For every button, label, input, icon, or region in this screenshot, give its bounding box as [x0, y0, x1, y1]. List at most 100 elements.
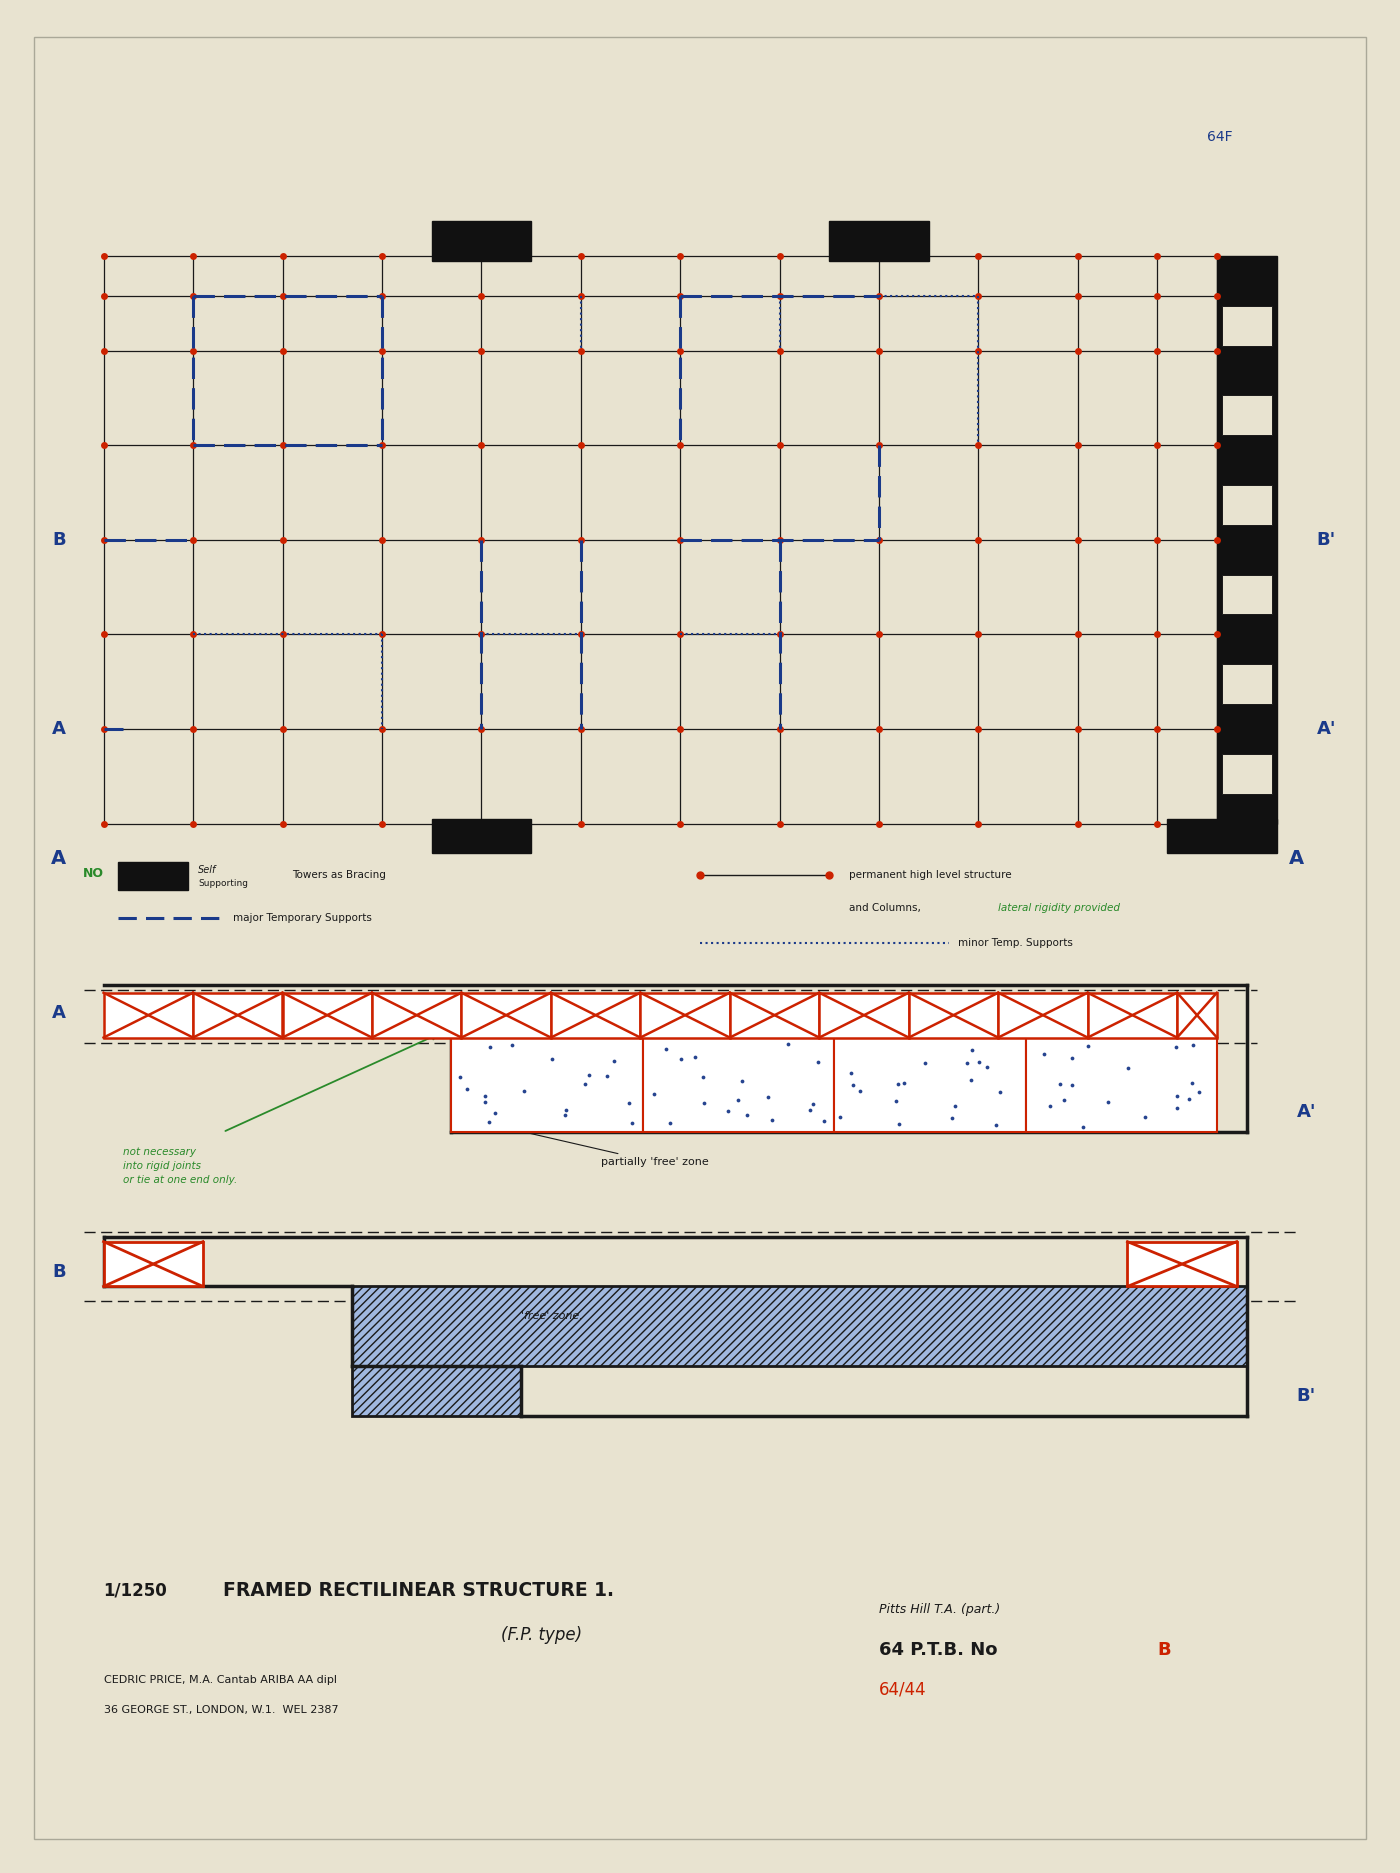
Text: A': A': [1296, 1103, 1316, 1122]
Text: A: A: [52, 1004, 66, 1021]
Text: A: A: [1289, 848, 1303, 867]
Text: A': A': [1316, 719, 1336, 738]
Point: [777, 1028, 799, 1058]
Point: [479, 1032, 501, 1062]
Bar: [834, 1038, 1026, 1131]
Bar: [829, 221, 928, 260]
Point: [727, 1084, 749, 1114]
Bar: [643, 1038, 834, 1131]
Point: [596, 1060, 619, 1090]
Point: [893, 1068, 916, 1098]
Point: [841, 1069, 864, 1099]
Point: [914, 1049, 937, 1079]
Point: [1182, 1068, 1204, 1098]
Point: [1061, 1043, 1084, 1073]
Bar: [431, 819, 531, 854]
Bar: [1222, 575, 1271, 614]
Bar: [550, 993, 640, 1038]
Point: [956, 1047, 979, 1077]
Text: minor Temp. Supports: minor Temp. Supports: [959, 938, 1074, 948]
Text: 64F: 64F: [1207, 129, 1232, 144]
Text: lateral rigidity provided: lateral rigidity provided: [998, 903, 1120, 914]
Point: [1096, 1086, 1119, 1116]
Point: [1165, 1032, 1187, 1062]
Text: not necessary
into rigid joints
or tie at one end only.: not necessary into rigid joints or tie a…: [123, 1146, 238, 1186]
Point: [944, 1092, 966, 1122]
Point: [578, 1060, 601, 1090]
Bar: [819, 993, 909, 1038]
Point: [449, 1062, 472, 1092]
Point: [1053, 1084, 1075, 1114]
Point: [960, 1064, 983, 1094]
Point: [683, 1041, 706, 1071]
Text: B': B': [1296, 1386, 1316, 1405]
Point: [617, 1088, 640, 1118]
Point: [888, 1109, 910, 1139]
Point: [1134, 1101, 1156, 1131]
Bar: [729, 993, 819, 1038]
Bar: [372, 993, 462, 1038]
Text: NO: NO: [83, 867, 104, 880]
Text: Supporting: Supporting: [197, 878, 248, 888]
Point: [760, 1105, 783, 1135]
Point: [540, 1043, 563, 1073]
Point: [622, 1109, 644, 1139]
Text: partially 'free' zone: partially 'free' zone: [484, 1122, 708, 1167]
Point: [967, 1047, 990, 1077]
Bar: [1222, 665, 1271, 704]
Bar: [119, 862, 188, 890]
Text: 36 GEORGE ST., LONDON, W.1.  WEL 2387: 36 GEORGE ST., LONDON, W.1. WEL 2387: [104, 1704, 339, 1714]
Point: [731, 1066, 753, 1096]
Text: Pitts Hill T.A. (part.): Pitts Hill T.A. (part.): [879, 1603, 1000, 1616]
Bar: [1222, 395, 1271, 435]
Point: [1166, 1081, 1189, 1111]
Point: [799, 1096, 822, 1126]
Bar: [1222, 305, 1271, 347]
Point: [1189, 1077, 1211, 1107]
Point: [1177, 1084, 1200, 1114]
Point: [812, 1105, 834, 1135]
Point: [984, 1111, 1007, 1141]
Point: [1077, 1030, 1099, 1060]
Point: [514, 1075, 536, 1105]
Bar: [462, 993, 550, 1038]
Bar: [1088, 993, 1177, 1038]
Bar: [1222, 485, 1271, 524]
Text: (F.P. type): (F.P. type): [501, 1626, 582, 1644]
Point: [848, 1075, 871, 1105]
Point: [757, 1083, 780, 1113]
Text: B: B: [1158, 1641, 1170, 1659]
Text: CEDRIC PRICE, M.A. Cantab ARIBA AA dipl: CEDRIC PRICE, M.A. Cantab ARIBA AA dipl: [104, 1674, 336, 1684]
Point: [976, 1053, 998, 1083]
Bar: [104, 993, 193, 1038]
Point: [671, 1045, 693, 1075]
Bar: [283, 993, 372, 1038]
Text: major Temporary Supports: major Temporary Supports: [232, 912, 371, 923]
Point: [693, 1088, 715, 1118]
Point: [643, 1079, 665, 1109]
Point: [736, 1099, 759, 1129]
Point: [717, 1096, 739, 1126]
Bar: [431, 221, 531, 260]
Text: and Columns,: and Columns,: [850, 903, 921, 914]
Text: 64/44: 64/44: [879, 1680, 927, 1699]
Point: [473, 1088, 496, 1118]
Text: Towers as Bracing: Towers as Bracing: [293, 871, 386, 880]
Text: B': B': [1316, 530, 1336, 549]
Point: [1166, 1094, 1189, 1124]
Point: [554, 1099, 577, 1129]
Bar: [1026, 1038, 1217, 1131]
Point: [602, 1045, 624, 1075]
Point: [1033, 1040, 1056, 1069]
Point: [888, 1069, 910, 1099]
Text: 64 P.T.B. No: 64 P.T.B. No: [879, 1641, 997, 1659]
Text: A: A: [52, 848, 66, 867]
Text: B: B: [52, 530, 66, 549]
Point: [554, 1096, 577, 1126]
Point: [473, 1081, 496, 1111]
Point: [1061, 1069, 1084, 1099]
Bar: [1127, 1242, 1236, 1287]
Point: [1072, 1111, 1095, 1141]
Polygon shape: [351, 1287, 1247, 1416]
Bar: [1222, 753, 1271, 794]
